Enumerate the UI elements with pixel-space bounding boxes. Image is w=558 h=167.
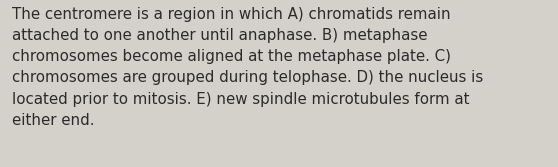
Text: The centromere is a region in which A) chromatids remain
attached to one another: The centromere is a region in which A) c… bbox=[12, 7, 484, 128]
